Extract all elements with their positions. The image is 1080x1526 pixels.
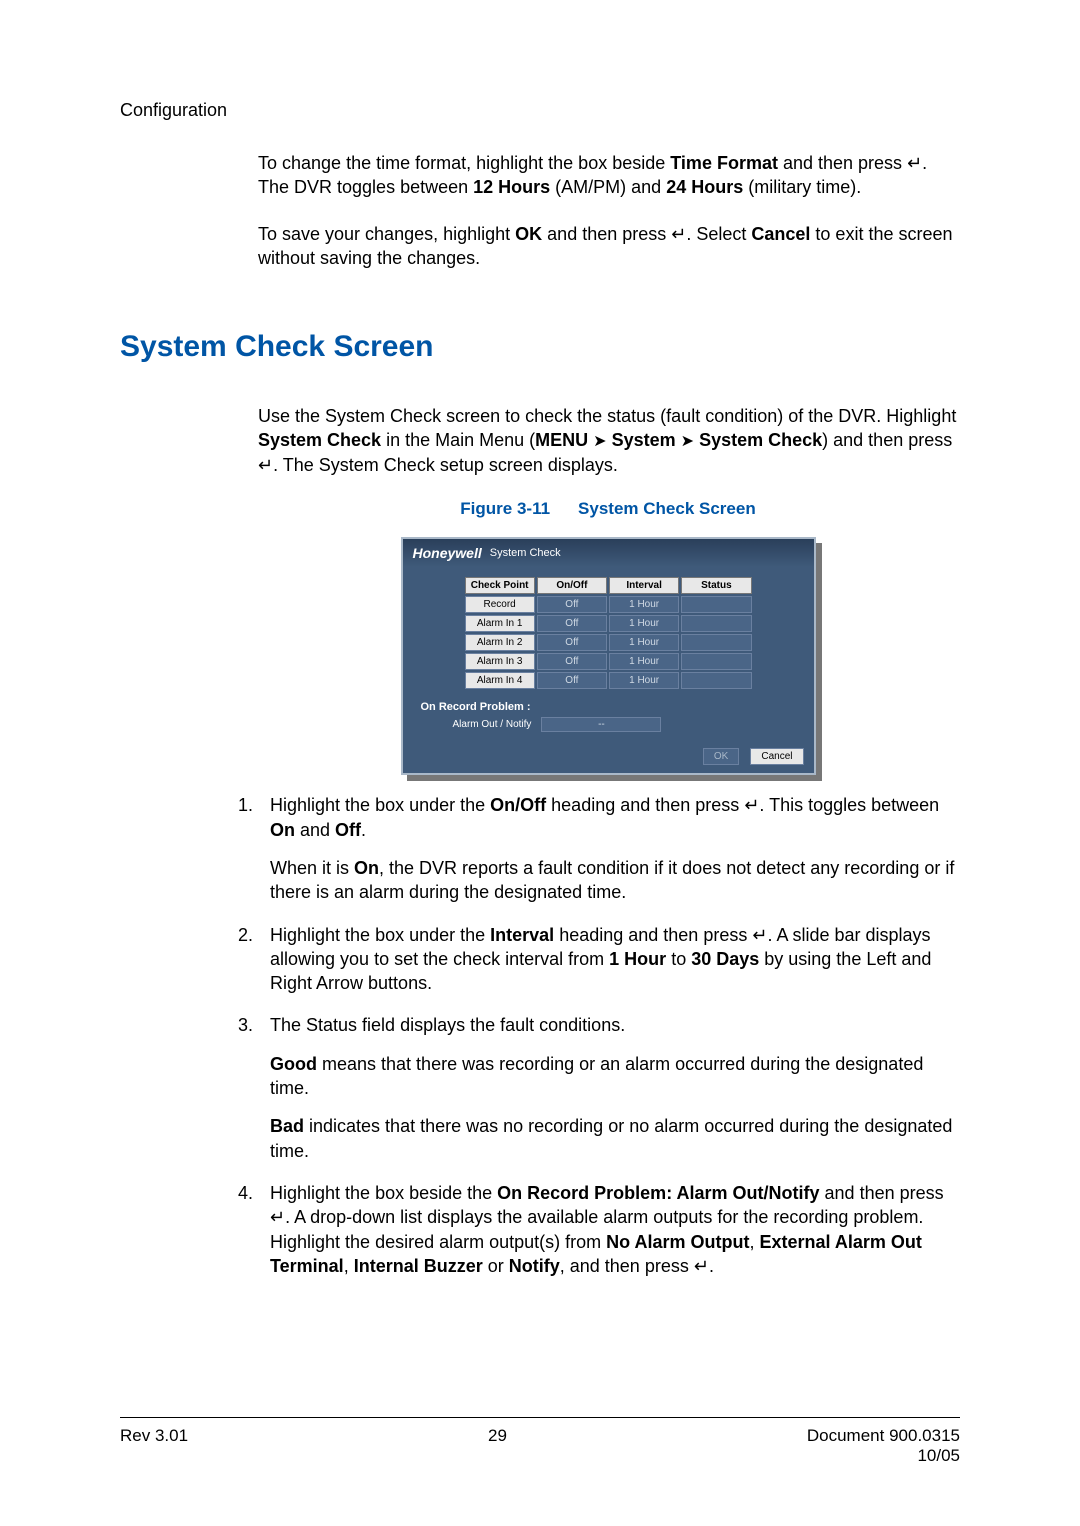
- footer-date: 10/05: [807, 1446, 960, 1466]
- brand-logo: Honeywell: [413, 545, 482, 561]
- section-label: Configuration: [120, 100, 960, 121]
- table-row: Alarm In 4 Off 1 Hour: [465, 672, 752, 689]
- col-onoff: On/Off: [537, 577, 607, 594]
- ok-button[interactable]: OK: [703, 748, 739, 765]
- step-1: 1. Highlight the box under the On/Off he…: [238, 793, 958, 904]
- lead-para: Use the System Check screen to check the…: [258, 404, 958, 477]
- arrow-icon: ➤: [593, 433, 606, 450]
- alarm-out-value[interactable]: --: [541, 717, 661, 732]
- step-3: 3. The Status field displays the fault c…: [238, 1013, 958, 1162]
- intro-para-2: To save your changes, highlight OK and t…: [258, 222, 958, 271]
- table-row: Alarm In 3 Off 1 Hour: [465, 653, 752, 670]
- arrow-icon: ➤: [681, 433, 694, 450]
- footer-doc: Document 900.0315: [807, 1426, 960, 1446]
- enter-icon: ↵: [907, 153, 922, 173]
- section-heading: System Check Screen: [120, 330, 960, 364]
- enter-icon: ↵: [744, 795, 759, 815]
- table-row: Alarm In 1 Off 1 Hour: [465, 615, 752, 632]
- on-record-problem-label: On Record Problem :: [403, 697, 814, 715]
- intro-para-1: To change the time format, highlight the…: [258, 151, 958, 200]
- col-checkpoint: Check Point: [465, 577, 535, 594]
- table-row: Alarm In 2 Off 1 Hour: [465, 634, 752, 651]
- step-2: 2. Highlight the box under the Interval …: [238, 923, 958, 996]
- figure-caption: Figure 3-11System Check Screen: [258, 499, 958, 519]
- enter-icon: ↵: [270, 1207, 285, 1227]
- system-check-table: Check Point On/Off Interval Status Recor…: [463, 575, 754, 691]
- system-check-screenshot: Honeywell System Check Check Point On/Of…: [401, 537, 816, 775]
- cancel-button[interactable]: Cancel: [750, 748, 803, 765]
- table-row: Record Off 1 Hour: [465, 596, 752, 613]
- footer-rev: Rev 3.01: [120, 1426, 188, 1466]
- col-status: Status: [681, 577, 751, 594]
- enter-icon: ↵: [258, 455, 273, 475]
- footer-page: 29: [488, 1426, 507, 1466]
- enter-icon: ↵: [671, 224, 686, 244]
- enter-icon: ↵: [752, 925, 767, 945]
- col-interval: Interval: [609, 577, 679, 594]
- window-title: System Check: [490, 547, 561, 559]
- alarm-out-label: Alarm Out / Notify: [453, 719, 532, 730]
- enter-icon: ↵: [694, 1256, 709, 1276]
- page-footer: Rev 3.01 29 Document 900.0315 10/05: [120, 1426, 960, 1466]
- step-4: 4. Highlight the box beside the On Recor…: [238, 1181, 958, 1278]
